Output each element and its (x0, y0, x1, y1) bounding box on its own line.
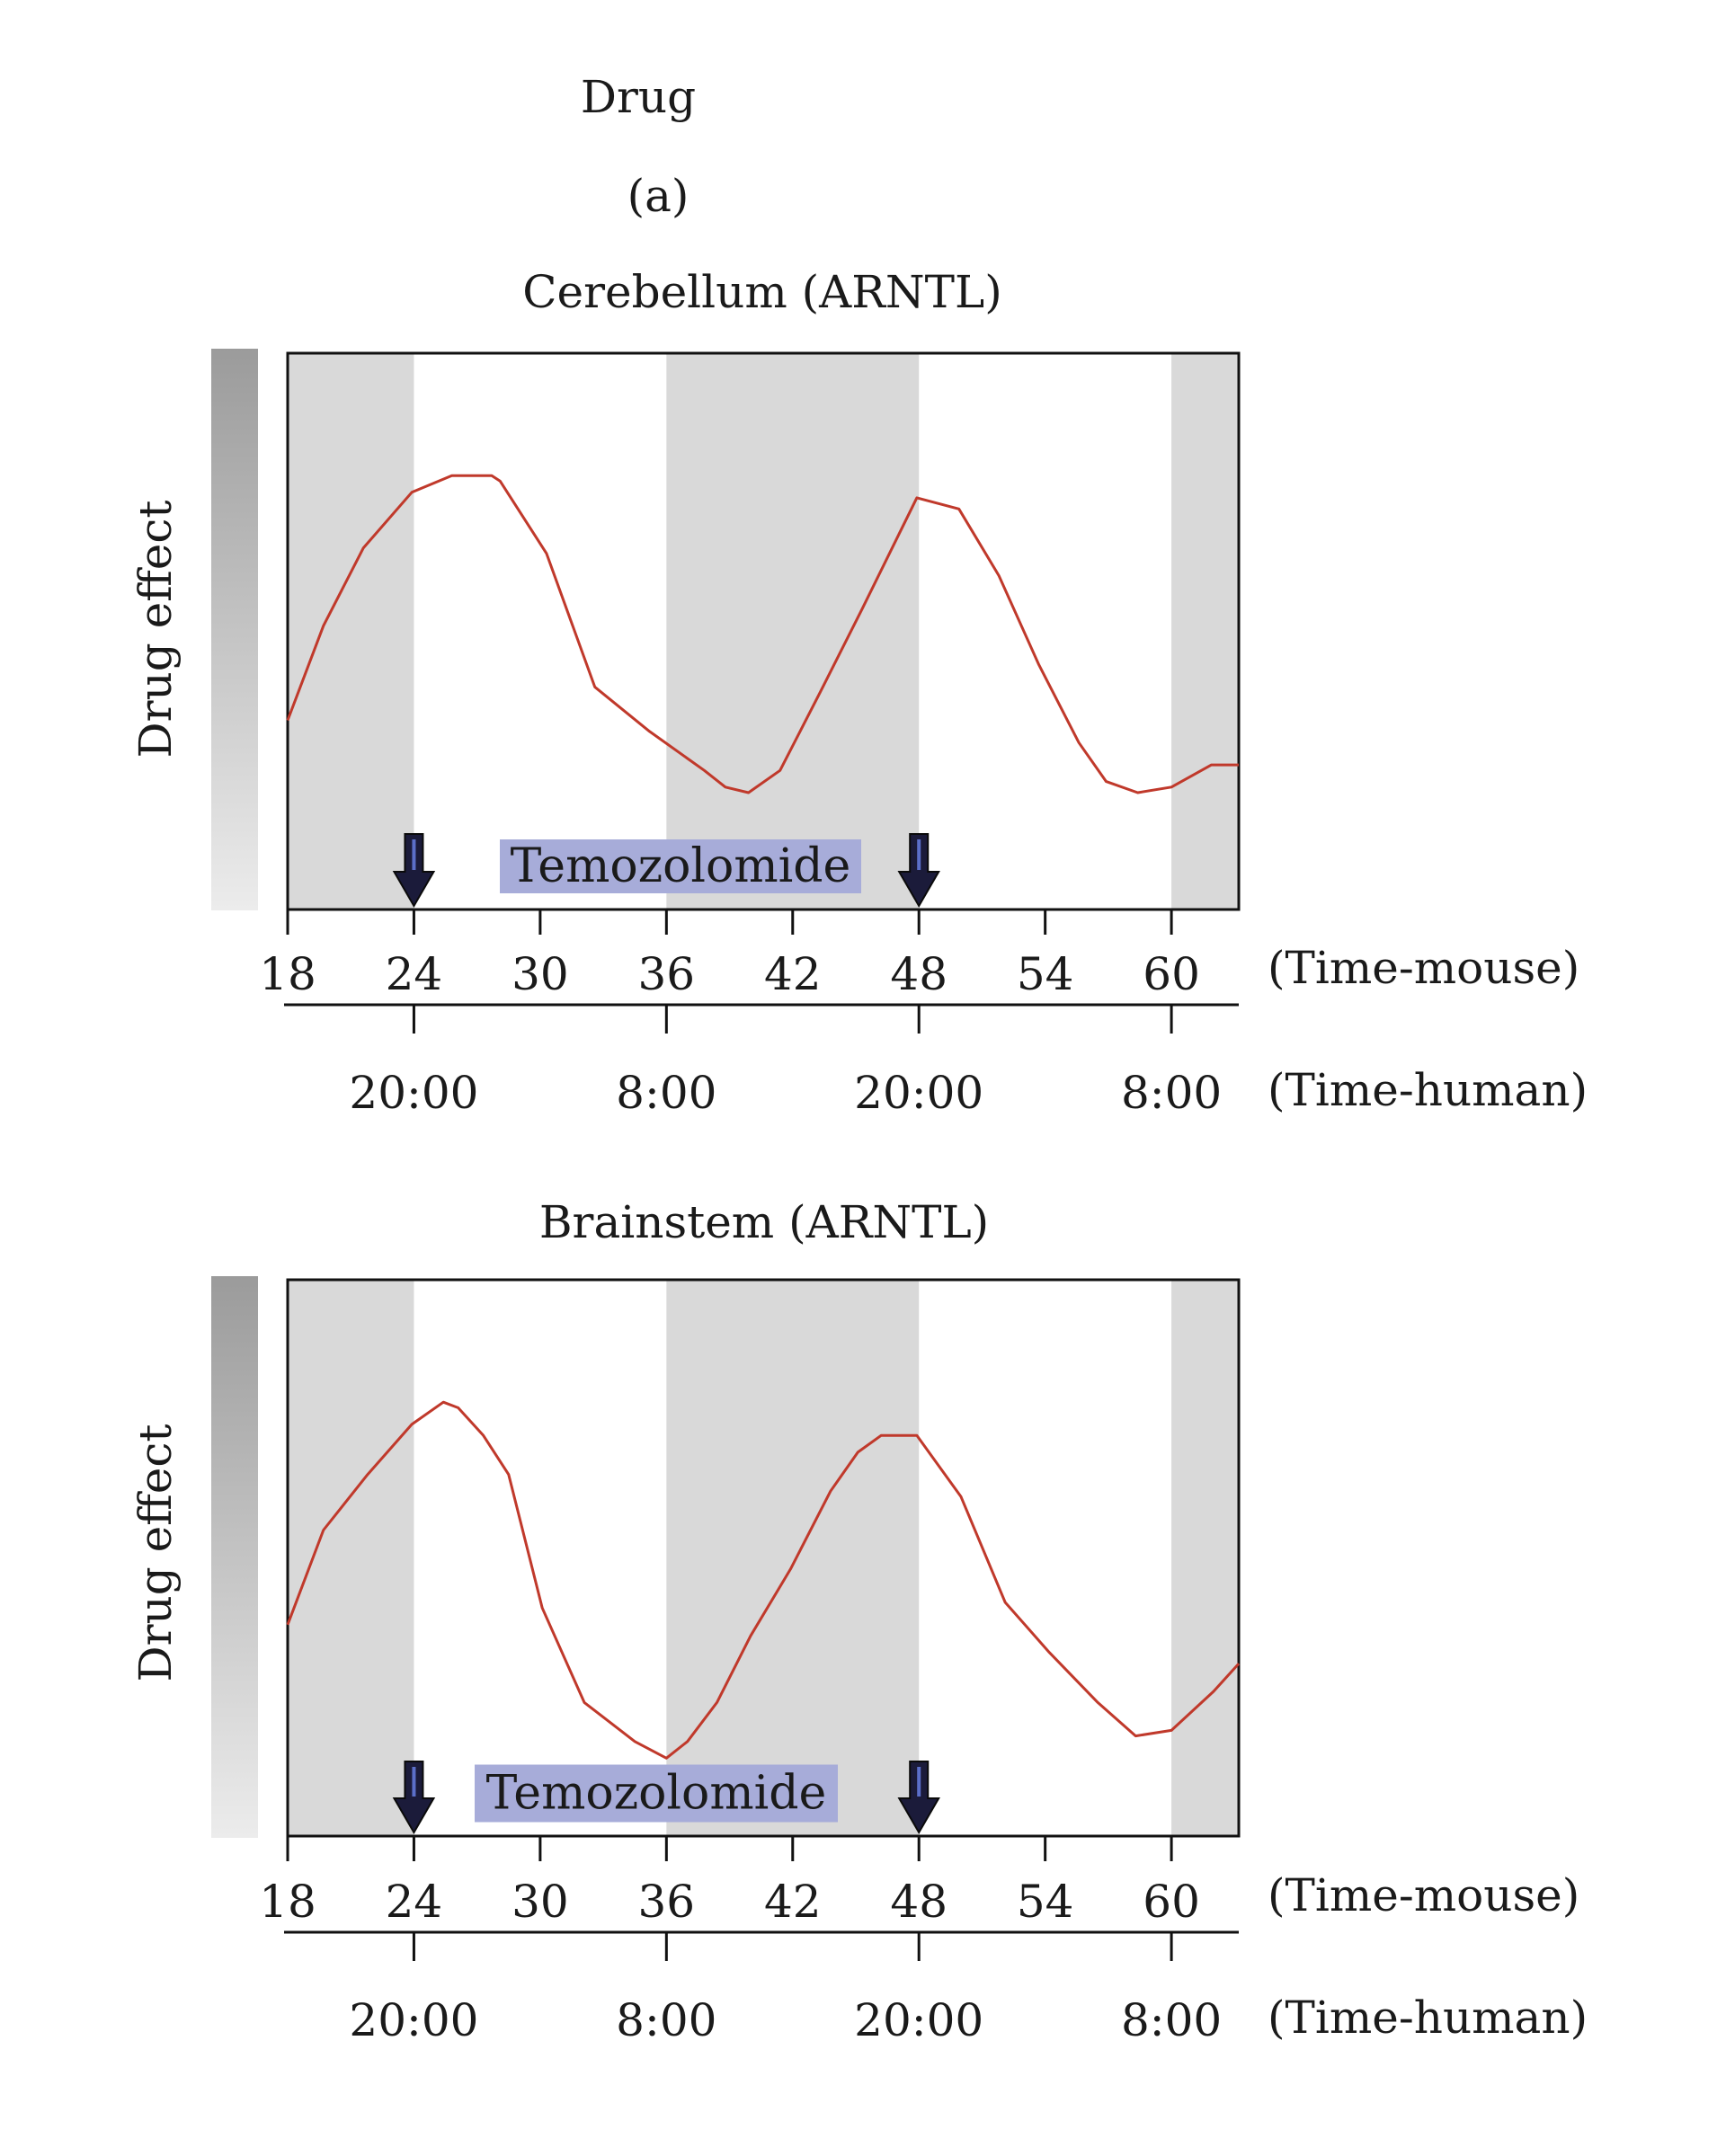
dark-period-band (1171, 353, 1239, 909)
human-tick-label: 20:00 (349, 1067, 478, 1119)
plot-frame (286, 351, 1241, 911)
drug-label: Temozolomide (511, 839, 851, 893)
x-tick-label: 36 (638, 948, 696, 1000)
human-tick-label: 8:00 (1121, 1994, 1222, 2046)
drug-effect-line (286, 474, 1239, 794)
dark-period-band (288, 353, 414, 909)
dark-period-band (666, 1280, 920, 1836)
y-axis-label: Drug effect (129, 501, 182, 759)
y-axis-label: Drug effect (129, 1424, 182, 1682)
x-tick-label: 30 (512, 1876, 569, 1928)
x-tick-label: 24 (386, 948, 443, 1000)
dose-arrow-icon (392, 1761, 436, 1834)
y-gradient-bar (211, 1276, 258, 1838)
x-tick-label: 60 (1143, 1876, 1200, 1928)
dark-period-band (666, 353, 920, 909)
human-tick-label: 20:00 (854, 1994, 983, 2046)
x-tick-label: 54 (1017, 948, 1074, 1000)
dose-arrow-icon (897, 1761, 940, 1834)
chart-cerebellum: Cerebellum (ARNTL) Drug effect 18 24 30 36 4… (129, 266, 1588, 1119)
chart-brainstem: Brainstem (ARNTL) Drug effect 18 24 30 36 42… (129, 1196, 1588, 2046)
figure-heading: Drug (581, 71, 696, 123)
x-tick-label: 36 (638, 1876, 696, 1928)
x-axis-label-human: (Time-human) (1268, 1992, 1588, 2044)
dark-period-band (288, 1280, 414, 1836)
x-tick-label: 60 (1143, 948, 1200, 1000)
x-tick-label: 18 (259, 1876, 316, 1928)
chart-title: Brainstem (ARNTL) (539, 1196, 989, 1248)
x-tick-label: 42 (764, 948, 822, 1000)
x-tick-label: 18 (259, 948, 316, 1000)
human-tick-label: 8:00 (616, 1994, 716, 2046)
x-tick-label: 24 (386, 1876, 443, 1928)
drug-label-box (475, 1764, 838, 1823)
human-tick-label: 8:00 (616, 1067, 716, 1119)
x-axis-label-mouse: (Time-mouse) (1268, 1869, 1579, 1921)
drug-effect-line (286, 1400, 1241, 1760)
chart-title: Cerebellum (ARNTL) (522, 266, 1002, 318)
y-gradient-bar (211, 349, 258, 910)
drug-label-box (500, 839, 861, 893)
x-tick-label: 30 (512, 948, 569, 1000)
x-axis-label-mouse: (Time-mouse) (1268, 942, 1579, 994)
x-axis-label-human: (Time-human) (1268, 1064, 1588, 1116)
x-tick-label: 48 (890, 948, 948, 1000)
x-tick-label: 54 (1017, 1876, 1074, 1928)
panel-label: (a) (627, 170, 690, 222)
drug-label: Temozolomide (486, 1767, 827, 1821)
dark-period-band (1171, 1280, 1239, 1836)
human-tick-label: 20:00 (349, 1994, 478, 2046)
plot-frame (286, 1278, 1241, 1838)
x-tick-label: 48 (890, 1876, 948, 1928)
human-tick-label: 20:00 (854, 1067, 983, 1119)
human-tick-label: 8:00 (1121, 1067, 1222, 1119)
x-tick-label: 42 (764, 1876, 822, 1928)
